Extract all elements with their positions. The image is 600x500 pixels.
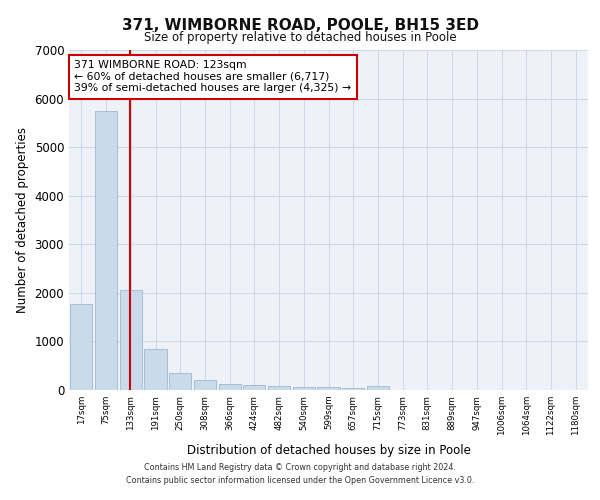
Bar <box>70 304 92 390</box>
Text: Contains HM Land Registry data © Crown copyright and database right 2024.
Contai: Contains HM Land Registry data © Crown c… <box>126 464 474 485</box>
Y-axis label: Number of detached properties: Number of detached properties <box>16 127 29 313</box>
X-axis label: Distribution of detached houses by size in Poole: Distribution of detached houses by size … <box>187 444 470 456</box>
Bar <box>243 385 265 390</box>
Bar <box>119 290 142 390</box>
Text: 371, WIMBORNE ROAD, POOLE, BH15 3ED: 371, WIMBORNE ROAD, POOLE, BH15 3ED <box>121 18 479 32</box>
Bar <box>194 380 216 390</box>
Bar <box>342 388 364 390</box>
Text: Size of property relative to detached houses in Poole: Size of property relative to detached ho… <box>143 31 457 44</box>
Bar <box>145 349 167 390</box>
Bar <box>367 386 389 390</box>
Bar <box>268 386 290 390</box>
Bar <box>218 384 241 390</box>
Bar <box>95 110 117 390</box>
Bar <box>317 388 340 390</box>
Bar <box>293 386 315 390</box>
Bar <box>169 374 191 390</box>
Text: 371 WIMBORNE ROAD: 123sqm
← 60% of detached houses are smaller (6,717)
39% of se: 371 WIMBORNE ROAD: 123sqm ← 60% of detac… <box>74 60 352 94</box>
